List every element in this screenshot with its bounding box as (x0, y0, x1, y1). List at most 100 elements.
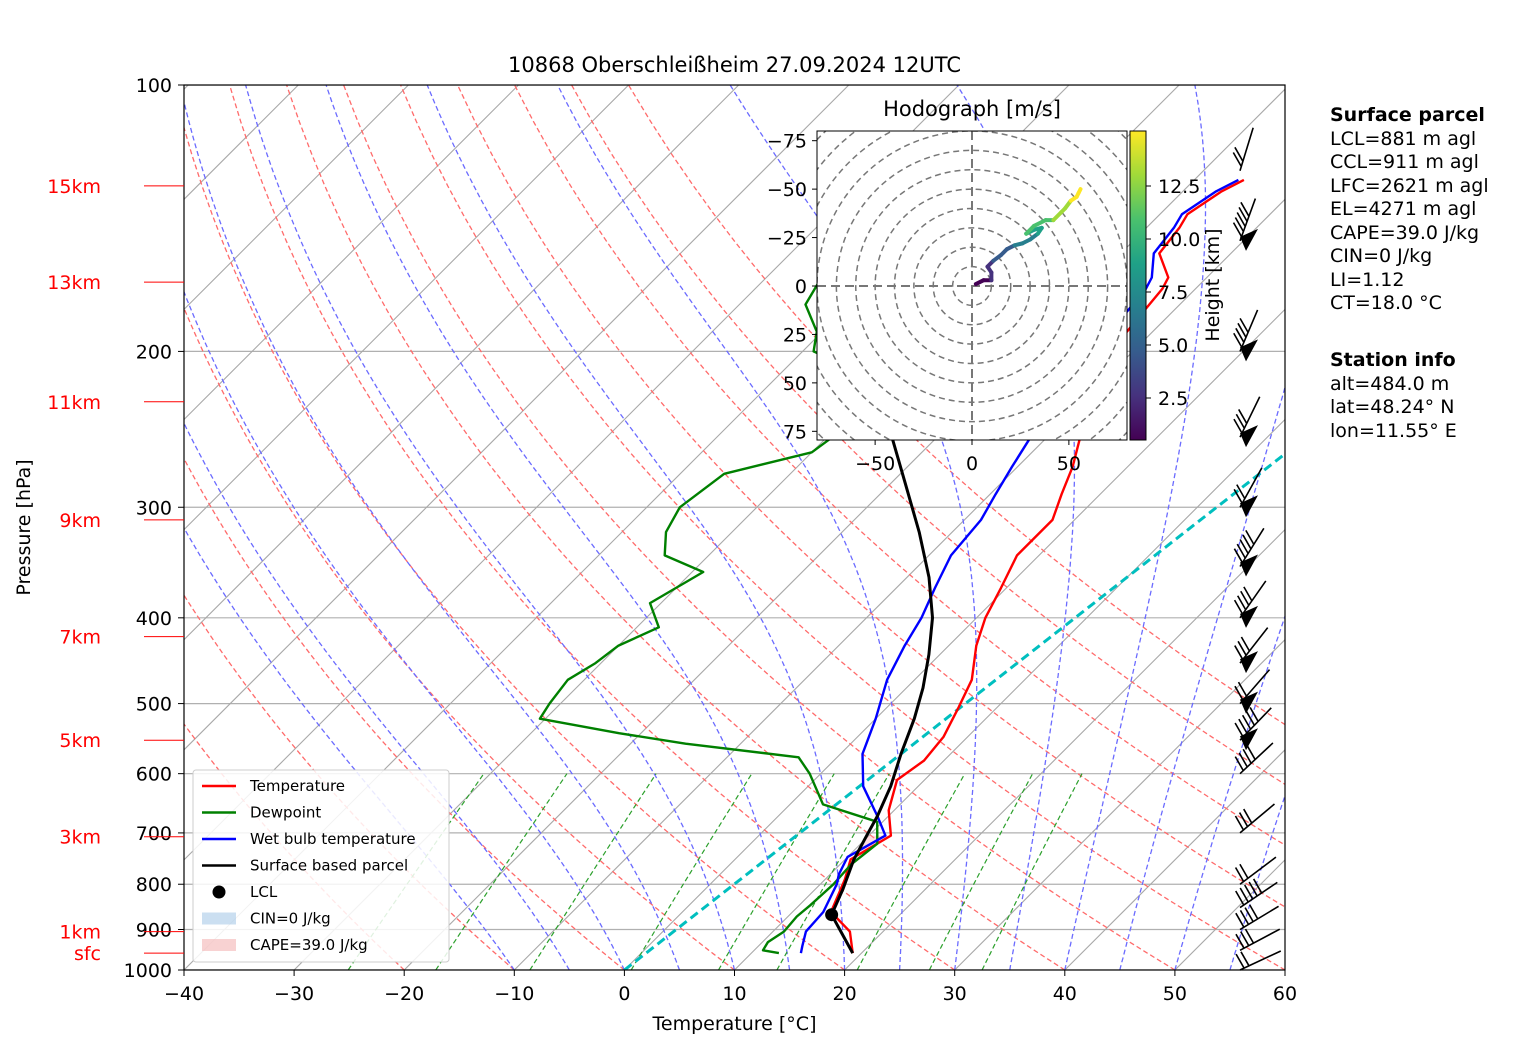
surface-parcel-ct: CT=18.0 °C (1330, 292, 1442, 314)
wind-barb-pennant (1240, 691, 1258, 714)
dry-adiabat-line (228, 85, 956, 970)
moist-adiabat-line (184, 99, 681, 970)
wind-barb-flag (1234, 685, 1244, 701)
station-info-lat: lat=48.24° N (1330, 396, 1455, 418)
y-tick-label: 700 (136, 823, 172, 845)
wind-barb-staff (1239, 856, 1277, 885)
x-tick-label: 10 (722, 983, 746, 1005)
y-tick-label: 1000 (124, 960, 172, 982)
temperature-line (829, 178, 1245, 954)
hodograph-title: Hodograph [m/s] (883, 97, 1061, 121)
wind-barb-flag (1245, 529, 1255, 545)
mixing-ratio-line (856, 773, 966, 970)
y-tick-label: 200 (136, 341, 172, 363)
mixing-ratio-line (630, 773, 753, 970)
wind-barb-flag (1236, 543, 1246, 559)
mixing-ratio-line (435, 773, 568, 970)
wind-barb-flag (1238, 409, 1248, 424)
wind-barb-staff (1239, 950, 1282, 971)
dry-adiabat-line (184, 125, 845, 970)
wind-barb-flag (1249, 707, 1259, 722)
wind-barb-flag (1240, 951, 1250, 967)
wind-barb-flag (1240, 590, 1250, 606)
height-label: 3km (59, 827, 101, 849)
wind-barb-flag (1240, 201, 1250, 217)
hodograph-y-tick-label: 50 (783, 373, 807, 395)
moist-adiabat-line (244, 85, 736, 970)
x-tick-label: 40 (1053, 983, 1077, 1005)
wind-barb-flag (1233, 332, 1243, 348)
wind-barb (1234, 627, 1269, 674)
station-info-panel: Station info alt=484.0 m lat=48.24° N lo… (1330, 349, 1457, 443)
hodograph-y-tick-label: −25 (767, 228, 807, 250)
wind-barb-pennant (1240, 651, 1258, 674)
wind-barb-staff (1239, 127, 1254, 171)
wind-barb-flag (1235, 413, 1246, 429)
wind-barb-flag (1232, 152, 1243, 167)
x-tick-label: 30 (943, 983, 967, 1005)
wind-barb-flag (1235, 933, 1245, 949)
wind-barb (1234, 669, 1271, 714)
moist-adiabat-line (426, 85, 846, 970)
isotherm-line (734, 418, 1285, 970)
legend-temperature-label: Temperature (249, 777, 345, 795)
y-tick-label: 300 (136, 497, 172, 519)
wind-barb-staff (1239, 905, 1279, 931)
wind-barb-flag (1235, 912, 1245, 928)
chart-title: 10868 Oberschleißheim 27.09.2024 12UTC (508, 53, 961, 77)
dry-adiabat-line (184, 457, 625, 970)
colorbar-tick-label: 10.0 (1158, 229, 1200, 251)
wind-barb-flag (1237, 681, 1248, 697)
isotherm-line (954, 638, 1285, 970)
wind-barb (1234, 856, 1277, 885)
wind-barb-flag (1239, 887, 1249, 903)
mixing-ratio-line (981, 773, 1083, 970)
legend-wet-bulb-label: Wet bulb temperature (250, 830, 416, 848)
wind-barb-flag (1234, 722, 1244, 738)
wind-barb-flag (1252, 878, 1263, 894)
moist-adiabat-line (1119, 385, 1285, 970)
isotherm-line (1064, 749, 1285, 970)
wind-barb-pennant (1240, 339, 1258, 362)
wet-bulb-line (799, 178, 1239, 954)
wind-barb-pennant (1240, 728, 1258, 751)
legend-cin-swatch (202, 912, 236, 925)
surface-parcel-cape: CAPE=39.0 J/kg (1330, 221, 1480, 244)
wind-barb (1233, 527, 1265, 577)
height-label: 11km (47, 392, 101, 414)
wind-barb-flag (1238, 718, 1248, 734)
height-label: sfc (74, 943, 101, 965)
isotherm-line (184, 85, 519, 421)
wind-barb-pennant (1240, 425, 1258, 448)
wind-barb-flag (1234, 815, 1245, 831)
wind-barb-flag (1245, 710, 1256, 726)
x-tick-label: 50 (1163, 983, 1187, 1005)
wind-barb-flag (1235, 953, 1245, 969)
hodograph-x-tick-label: 50 (1057, 453, 1081, 475)
wind-barb-staff (1239, 803, 1275, 834)
moist-adiabat-line (1229, 793, 1285, 970)
wind-barb-flag (1246, 745, 1256, 760)
wind-barb-flag (1233, 488, 1243, 504)
wind-barb-staff (1239, 881, 1278, 909)
mixing-ratio-line (529, 773, 657, 970)
wind-barb-flag (1239, 317, 1249, 333)
isotherm-line (184, 85, 409, 311)
wind-barb (1235, 904, 1279, 931)
wind-barb-flag (1244, 928, 1255, 944)
height-label: 15km (47, 176, 101, 198)
surface-parcel-lcl: LCL=881 m agl (1330, 127, 1477, 150)
lcl-marker (825, 908, 839, 922)
legend-dewpoint-label: Dewpoint (250, 804, 321, 822)
dewpoint-line (538, 179, 886, 955)
mixing-ratio-line (928, 773, 1034, 970)
wind-barb (1233, 467, 1263, 518)
x-tick-label: −20 (384, 983, 424, 1005)
wind-barb-flag (1237, 640, 1247, 656)
wind-barb (1235, 878, 1278, 909)
isotherm-line (844, 528, 1285, 970)
legend-cin-label: CIN=0 J/kg (250, 910, 331, 928)
wind-barb-pennant (1240, 554, 1258, 577)
hodograph-y-tick-label: 0 (795, 276, 807, 298)
y-tick-label: 600 (136, 764, 172, 786)
